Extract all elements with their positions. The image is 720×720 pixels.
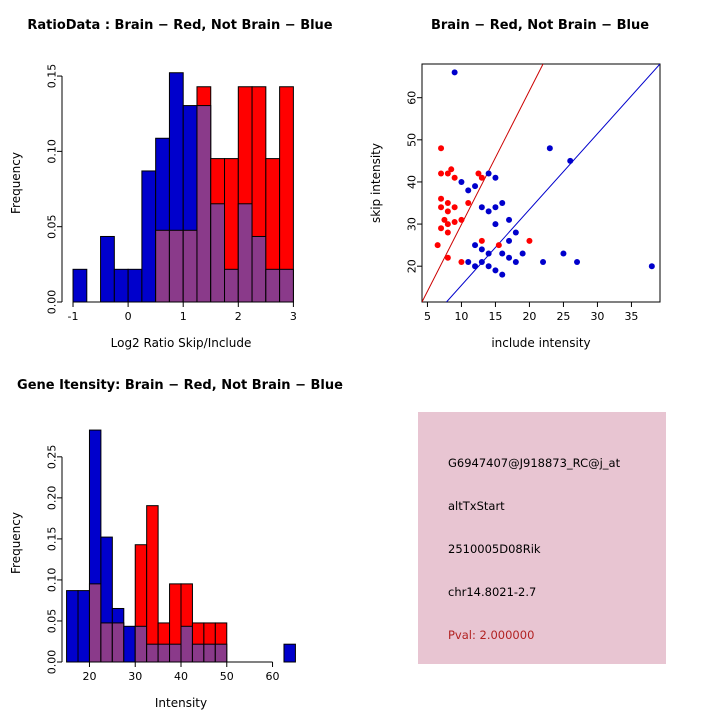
svg-text:0.05: 0.05 [46,214,59,239]
svg-text:0.25: 0.25 [46,445,59,470]
intensity-scatter-title: Brain − Red, Not Brain − Blue [430,18,650,33]
svg-text:60: 60 [406,91,419,105]
svg-text:20: 20 [522,310,536,323]
svg-text:0.15: 0.15 [46,527,59,552]
svg-text:40: 40 [174,670,188,683]
svg-text:40: 40 [406,175,419,189]
chromosome-location-text: chr14.8021-2.7 [448,585,537,599]
svg-text:2: 2 [235,310,242,323]
svg-text:35: 35 [624,310,638,323]
svg-text:0.20: 0.20 [46,486,59,511]
pval-text: Pval: 2.000000 [448,628,535,642]
ratio-histogram-plot: -1 0 1 2 3 0.00 0.05 0.10 0.15 [46,64,297,323]
gene-intensity-histogram-panel: Gene Itensity: Brain − Red, Not Brain − … [0,360,360,720]
event-type-text: altTxStart [448,499,505,513]
svg-text:60: 60 [266,670,280,683]
svg-text:30: 30 [128,670,142,683]
svg-text:30: 30 [590,310,604,323]
intensity-scatter-panel: Brain − Red, Not Brain − Blue skip inten… [360,0,720,360]
svg-text:-1: -1 [68,310,79,323]
svg-text:20: 20 [82,670,96,683]
gene-intensity-histogram-xlabel: Intensity [154,696,208,710]
svg-text:0.05: 0.05 [46,609,59,634]
ratio-histogram-title: RatioData : Brain − Red, Not Brain − Blu… [27,18,333,33]
svg-text:10: 10 [454,310,468,323]
gene-info-box: G6947407@J918873_RC@j_at altTxStart 2510… [418,412,666,664]
svg-text:0.10: 0.10 [46,139,59,164]
svg-text:25: 25 [556,310,570,323]
gene-symbol-text: 2510005D08Rik [448,542,541,556]
svg-text:20: 20 [406,259,419,273]
intensity-scatter-plot: 5 10 15 20 25 30 35 20 30 40 50 60 [406,63,661,323]
svg-text:0.00: 0.00 [46,290,59,315]
svg-text:0.00: 0.00 [46,650,59,675]
svg-text:3: 3 [290,310,297,323]
intensity-scatter-xlabel: include intensity [491,336,591,350]
gene-intensity-histogram-plot: 20 30 40 50 60 0.00 0.05 0.10 0.15 0.20 0.25 [46,429,296,683]
ratio-histogram-panel: RatioData : Brain − Red, Not Brain − Blu… [0,0,360,360]
svg-text:50: 50 [406,133,419,147]
svg-text:15: 15 [488,310,502,323]
svg-text:1: 1 [180,310,187,323]
svg-text:0.15: 0.15 [46,64,59,89]
gene-intensity-histogram-title: Gene Itensity: Brain − Red, Not Brain − … [17,378,343,393]
svg-text:5: 5 [424,310,431,323]
svg-text:0: 0 [125,310,132,323]
ratio-histogram-xlabel: Log2 Ratio Skip/Include [110,336,252,350]
svg-text:0.10: 0.10 [46,568,59,593]
gene-info-panel: G6947407@J918873_RC@j_at altTxStart 2510… [360,360,720,720]
svg-text:50: 50 [220,670,234,683]
svg-text:30: 30 [406,217,419,231]
probe-id-text: G6947407@J918873_RC@j_at [448,456,621,470]
